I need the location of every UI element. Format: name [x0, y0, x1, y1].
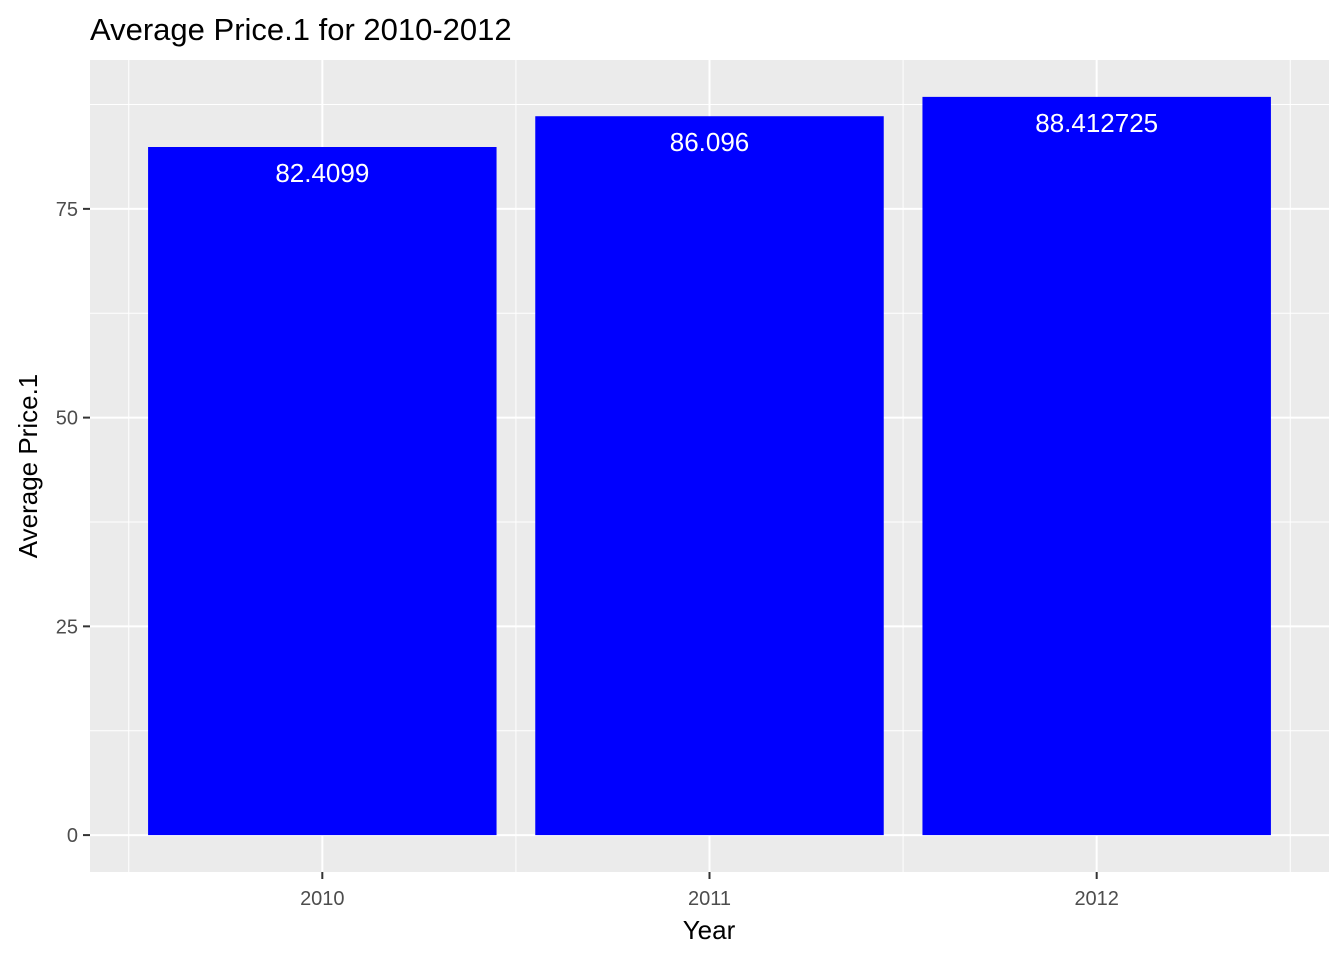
bar-value-label: 86.096: [670, 127, 750, 157]
y-tick-label: 25: [56, 616, 78, 638]
bars: [148, 96, 1271, 836]
y-tick-label: 0: [67, 825, 78, 847]
x-tick-label: 2012: [1074, 888, 1119, 910]
bar-2012: [922, 96, 1271, 836]
bar-2010: [148, 147, 497, 836]
x-tick-label: 2010: [300, 888, 345, 910]
x-axis-title: Year: [683, 915, 736, 945]
x-tick-label: 2011: [688, 888, 731, 910]
x-axis: 2010 2011 2012: [300, 872, 1119, 910]
y-tick-label: 50: [56, 408, 78, 430]
bar-labels: 82.4099 86.096 88.412725: [275, 108, 1158, 188]
y-axis: 0 25 50 75: [56, 199, 90, 847]
y-tick-label: 75: [56, 199, 78, 221]
bar-2011: [535, 116, 884, 836]
bar-value-label: 82.4099: [275, 158, 369, 188]
y-axis-title: Average Price.1: [13, 374, 43, 559]
chart-title: Average Price.1 for 2010-2012: [90, 12, 512, 47]
bar-value-label: 88.412725: [1035, 108, 1158, 138]
